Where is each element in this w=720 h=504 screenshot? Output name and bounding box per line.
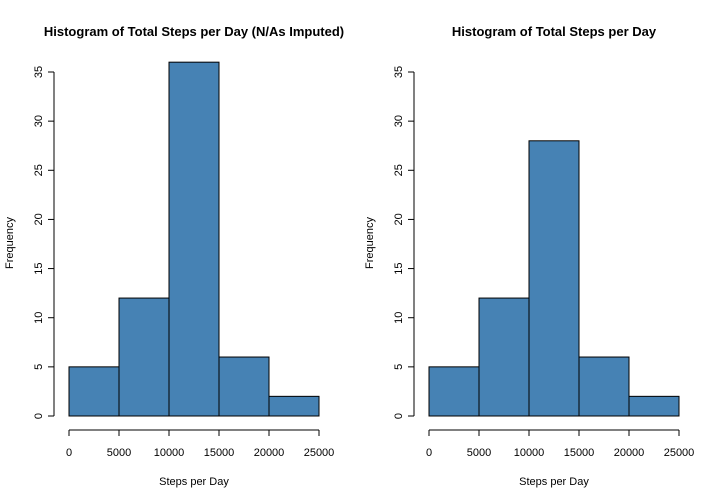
y-tick-label: 10 [33, 312, 45, 324]
histogram-bar [168, 61, 220, 417]
y-tick-label: 0 [393, 413, 405, 419]
histogram-panel-imputed: Histogram of Total Steps per Day (N/As I… [4, 24, 344, 488]
histogram-bar [628, 395, 680, 417]
y-axis-label: Frequency [4, 217, 16, 269]
bars [68, 61, 320, 417]
chart-title: Histogram of Total Steps per Day [452, 24, 657, 39]
x-tick-label: 0 [66, 447, 72, 459]
histogram-bar [478, 297, 530, 417]
y-tick-label: 25 [33, 164, 45, 176]
y-tick-label: 15 [393, 262, 405, 274]
x-tick-label: 15000 [204, 447, 235, 459]
x-tick-label: 20000 [254, 447, 285, 459]
y-tick-label: 30 [393, 115, 405, 127]
x-tick-label: 25000 [304, 447, 335, 459]
y-tick-label: 25 [393, 164, 405, 176]
histogram-bar [578, 356, 630, 417]
x-tick-label: 0 [426, 447, 432, 459]
x-axis: 0 5000 10000 15000 20000 25000 [66, 429, 335, 459]
histogram-bar [268, 395, 320, 417]
y-tick-label: 10 [393, 312, 405, 324]
histogram-bar [68, 366, 120, 417]
y-tick-label: 20 [393, 213, 405, 225]
x-tick-label: 25000 [664, 447, 695, 459]
y-axis-label: Frequency [364, 217, 376, 269]
x-tick-label: 5000 [107, 447, 131, 459]
histogram-panel-raw: Histogram of Total Steps per Day Steps p… [364, 24, 694, 488]
chart-title: Histogram of Total Steps per Day (N/As I… [44, 24, 344, 39]
x-tick-label: 10000 [514, 447, 545, 459]
histogram-bar [428, 366, 480, 417]
y-tick-label: 5 [393, 364, 405, 370]
x-axis: 0 5000 10000 15000 20000 25000 [426, 429, 695, 459]
x-axis-label: Steps per Day [159, 476, 229, 488]
y-axis: 0 5 10 15 20 25 30 35 [393, 66, 415, 419]
x-tick-label: 20000 [614, 447, 645, 459]
x-axis-label: Steps per Day [519, 476, 589, 488]
histogram-bar [118, 297, 170, 417]
x-tick-label: 5000 [467, 447, 491, 459]
y-tick-label: 5 [33, 364, 45, 370]
y-tick-label: 0 [33, 413, 45, 419]
x-tick-label: 10000 [154, 447, 185, 459]
histogram-bar [218, 356, 270, 417]
y-tick-label: 30 [33, 115, 45, 127]
y-tick-label: 35 [33, 66, 45, 78]
y-tick-label: 35 [393, 66, 405, 78]
bars [428, 140, 680, 417]
y-axis: 0 5 10 15 20 25 30 35 [33, 66, 55, 419]
histogram-bar [528, 140, 580, 417]
x-tick-label: 15000 [564, 447, 595, 459]
y-tick-label: 20 [33, 213, 45, 225]
y-tick-label: 15 [33, 262, 45, 274]
